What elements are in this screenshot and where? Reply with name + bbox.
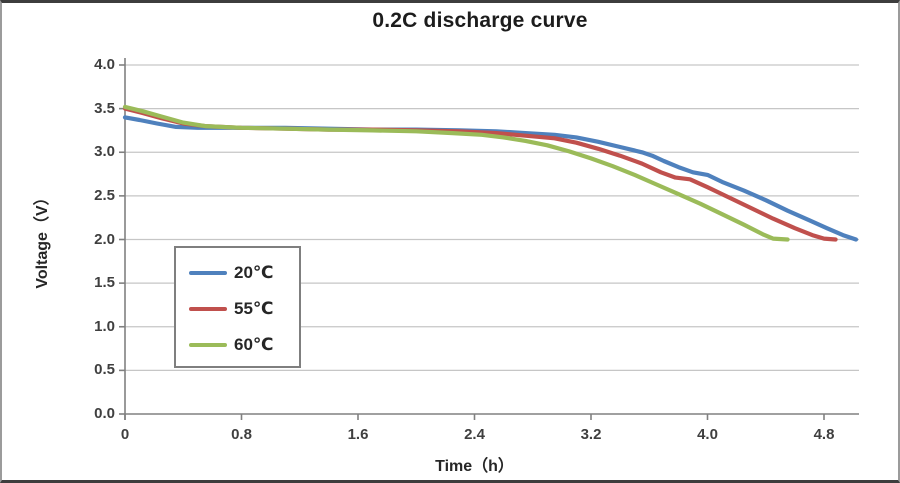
x-tick-label: 0.8: [231, 426, 252, 443]
y-tick-label: 1.0: [94, 317, 115, 335]
legend-box: 20℃ 55℃ 60℃: [174, 246, 301, 368]
x-tick-label: 4.0: [697, 426, 718, 443]
x-tick-label: 1.6: [347, 426, 369, 443]
x-tick-label: 4.8: [813, 426, 835, 443]
x-axis-title: Time（h）: [435, 458, 514, 475]
y-tick-label: 0.5: [94, 361, 115, 379]
legend-line-icon: [189, 271, 227, 275]
legend-line-icon: [189, 307, 227, 311]
chart-title: 0.2C discharge curve: [372, 9, 588, 32]
legend-line-icon: [189, 343, 227, 347]
legend-entry-2: 60℃: [176, 327, 299, 363]
legend-entry-0: 20℃: [176, 255, 299, 291]
y-tick-label: 3.0: [94, 143, 115, 161]
legend-label: 20℃: [234, 263, 274, 282]
y-tick-label: 0.0: [94, 405, 115, 422]
y-tick-label: 3.5: [94, 99, 115, 117]
y-tick-label: 4.0: [94, 56, 115, 73]
x-tick-label: 3.2: [580, 426, 602, 443]
y-tick-label: 2.5: [94, 186, 115, 204]
x-tick-label: 0: [120, 426, 130, 443]
series-line-2: [122, 104, 790, 242]
legend-label: 60℃: [234, 335, 274, 354]
legend-entry-1: 55℃: [176, 291, 299, 327]
y-tick-label: 1.5: [94, 274, 115, 292]
legend-label: 55℃: [234, 299, 274, 318]
y-tick-label: 2.0: [94, 230, 115, 248]
x-tick-label: 2.4: [464, 426, 485, 443]
plot-area: [119, 58, 859, 420]
y-axis-title: Voltage（V）: [34, 189, 51, 289]
